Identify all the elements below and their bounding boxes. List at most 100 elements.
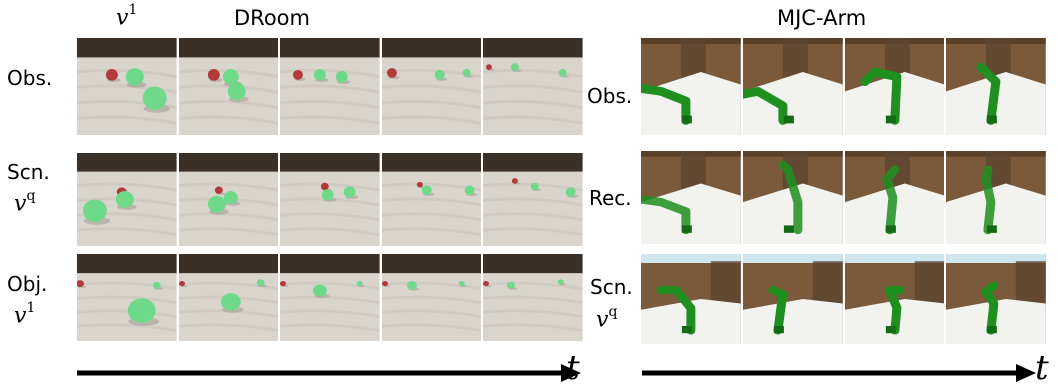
red-ball — [293, 70, 304, 80]
frame-thumbnail — [483, 153, 583, 246]
robot-arm — [768, 285, 788, 335]
right-row-label-rec: Rec. — [589, 186, 632, 210]
green-ball — [356, 280, 363, 287]
frame-thumbnail — [280, 153, 380, 246]
row-label-scn: Scn. — [7, 160, 50, 184]
robot-arm — [981, 281, 999, 335]
time-label-right: t — [1035, 348, 1049, 388]
frame-thumbnail — [280, 38, 380, 135]
frame-thumbnail — [178, 254, 279, 341]
green-ball — [558, 279, 565, 285]
droom-scn-strip — [77, 153, 583, 246]
red-ball — [512, 178, 519, 184]
header-math-v1: v1 — [116, 2, 138, 31]
arm-rec-strip — [641, 151, 1046, 244]
red-ball — [207, 69, 220, 81]
time-label-left: t — [566, 348, 580, 388]
green-ball — [511, 63, 520, 71]
droom-title: DRoom — [234, 6, 310, 30]
green-ball — [507, 281, 516, 289]
green-ball — [559, 69, 568, 77]
frame-thumbnail — [381, 38, 482, 135]
row-math-vq: vq — [14, 188, 36, 217]
red-ball — [416, 181, 423, 188]
droom-obs-strip — [77, 38, 583, 135]
green-ball — [115, 191, 134, 208]
frame-thumbnail — [381, 254, 482, 341]
row-label-obs: Obs. — [7, 66, 53, 90]
green-ball — [434, 70, 445, 80]
green-ball — [222, 69, 239, 85]
green-ball — [464, 185, 475, 195]
green-ball — [220, 293, 241, 311]
frame-thumbnail — [844, 151, 945, 244]
arm-scn-strip — [641, 254, 1046, 344]
green-ball — [227, 82, 246, 101]
green-ball — [458, 280, 465, 287]
green-ball — [207, 195, 226, 213]
green-ball — [531, 182, 540, 191]
red-ball — [105, 69, 118, 81]
green-ball — [127, 298, 156, 323]
arm-obs-strip — [641, 38, 1046, 135]
frame-thumbnail — [946, 38, 1046, 135]
red-ball — [280, 280, 287, 287]
green-ball — [343, 186, 356, 198]
green-ball — [335, 70, 348, 83]
green-ball — [322, 189, 334, 201]
robot-arm — [656, 285, 696, 335]
droom-obj-strip — [77, 254, 583, 341]
frame-thumbnail — [946, 254, 1046, 344]
robot-arm — [641, 84, 691, 125]
robot-arm — [881, 165, 899, 235]
row-label-obj: Obj. — [7, 272, 48, 296]
green-ball — [313, 284, 327, 297]
green-ball — [223, 191, 238, 205]
green-ball — [421, 185, 432, 195]
mjc-arm-title: MJC-Arm — [777, 6, 867, 30]
red-ball — [77, 280, 84, 288]
green-ball — [406, 280, 417, 290]
frame-thumbnail — [844, 254, 945, 344]
right-row-label-obs: Obs. — [587, 84, 633, 108]
red-ball — [381, 280, 388, 287]
frame-thumbnail — [280, 254, 380, 341]
time-arrow-left — [77, 364, 581, 382]
robot-arm — [859, 67, 901, 125]
frame-thumbnail — [742, 151, 843, 244]
frame-thumbnail — [641, 151, 741, 244]
red-ball — [214, 186, 223, 194]
right-row-label-scn: Scn. — [590, 275, 633, 299]
frame-thumbnail — [381, 153, 482, 246]
green-ball — [256, 279, 265, 287]
frame-thumbnail — [77, 153, 177, 246]
green-ball — [142, 86, 167, 110]
green-ball — [314, 69, 327, 81]
green-ball — [566, 187, 576, 197]
green-ball — [82, 199, 107, 222]
frame-thumbnail — [483, 254, 583, 341]
green-ball — [152, 281, 161, 289]
robot-arm — [641, 195, 691, 235]
green-ball — [125, 68, 144, 86]
frame-thumbnail — [483, 38, 583, 135]
frame-thumbnail — [844, 38, 945, 135]
robot-arm — [981, 165, 996, 235]
frame-thumbnail — [641, 38, 741, 135]
red-ball — [386, 68, 397, 78]
robot-arm — [976, 62, 1001, 125]
frame-thumbnail — [946, 151, 1046, 244]
frame-thumbnail — [742, 38, 843, 135]
frame-thumbnail — [77, 38, 177, 135]
frame-thumbnail — [178, 153, 279, 246]
frame-thumbnail — [77, 254, 177, 341]
frame-thumbnail — [742, 254, 843, 344]
frame-thumbnail — [178, 38, 279, 135]
row-math-v1: v1 — [14, 300, 36, 329]
frame-thumbnail — [641, 254, 741, 344]
robot-arm — [742, 86, 788, 125]
red-ball — [321, 182, 329, 191]
time-arrow-right — [642, 364, 1036, 382]
right-row-math-vq: vq — [596, 304, 618, 333]
robot-arm — [884, 285, 904, 335]
